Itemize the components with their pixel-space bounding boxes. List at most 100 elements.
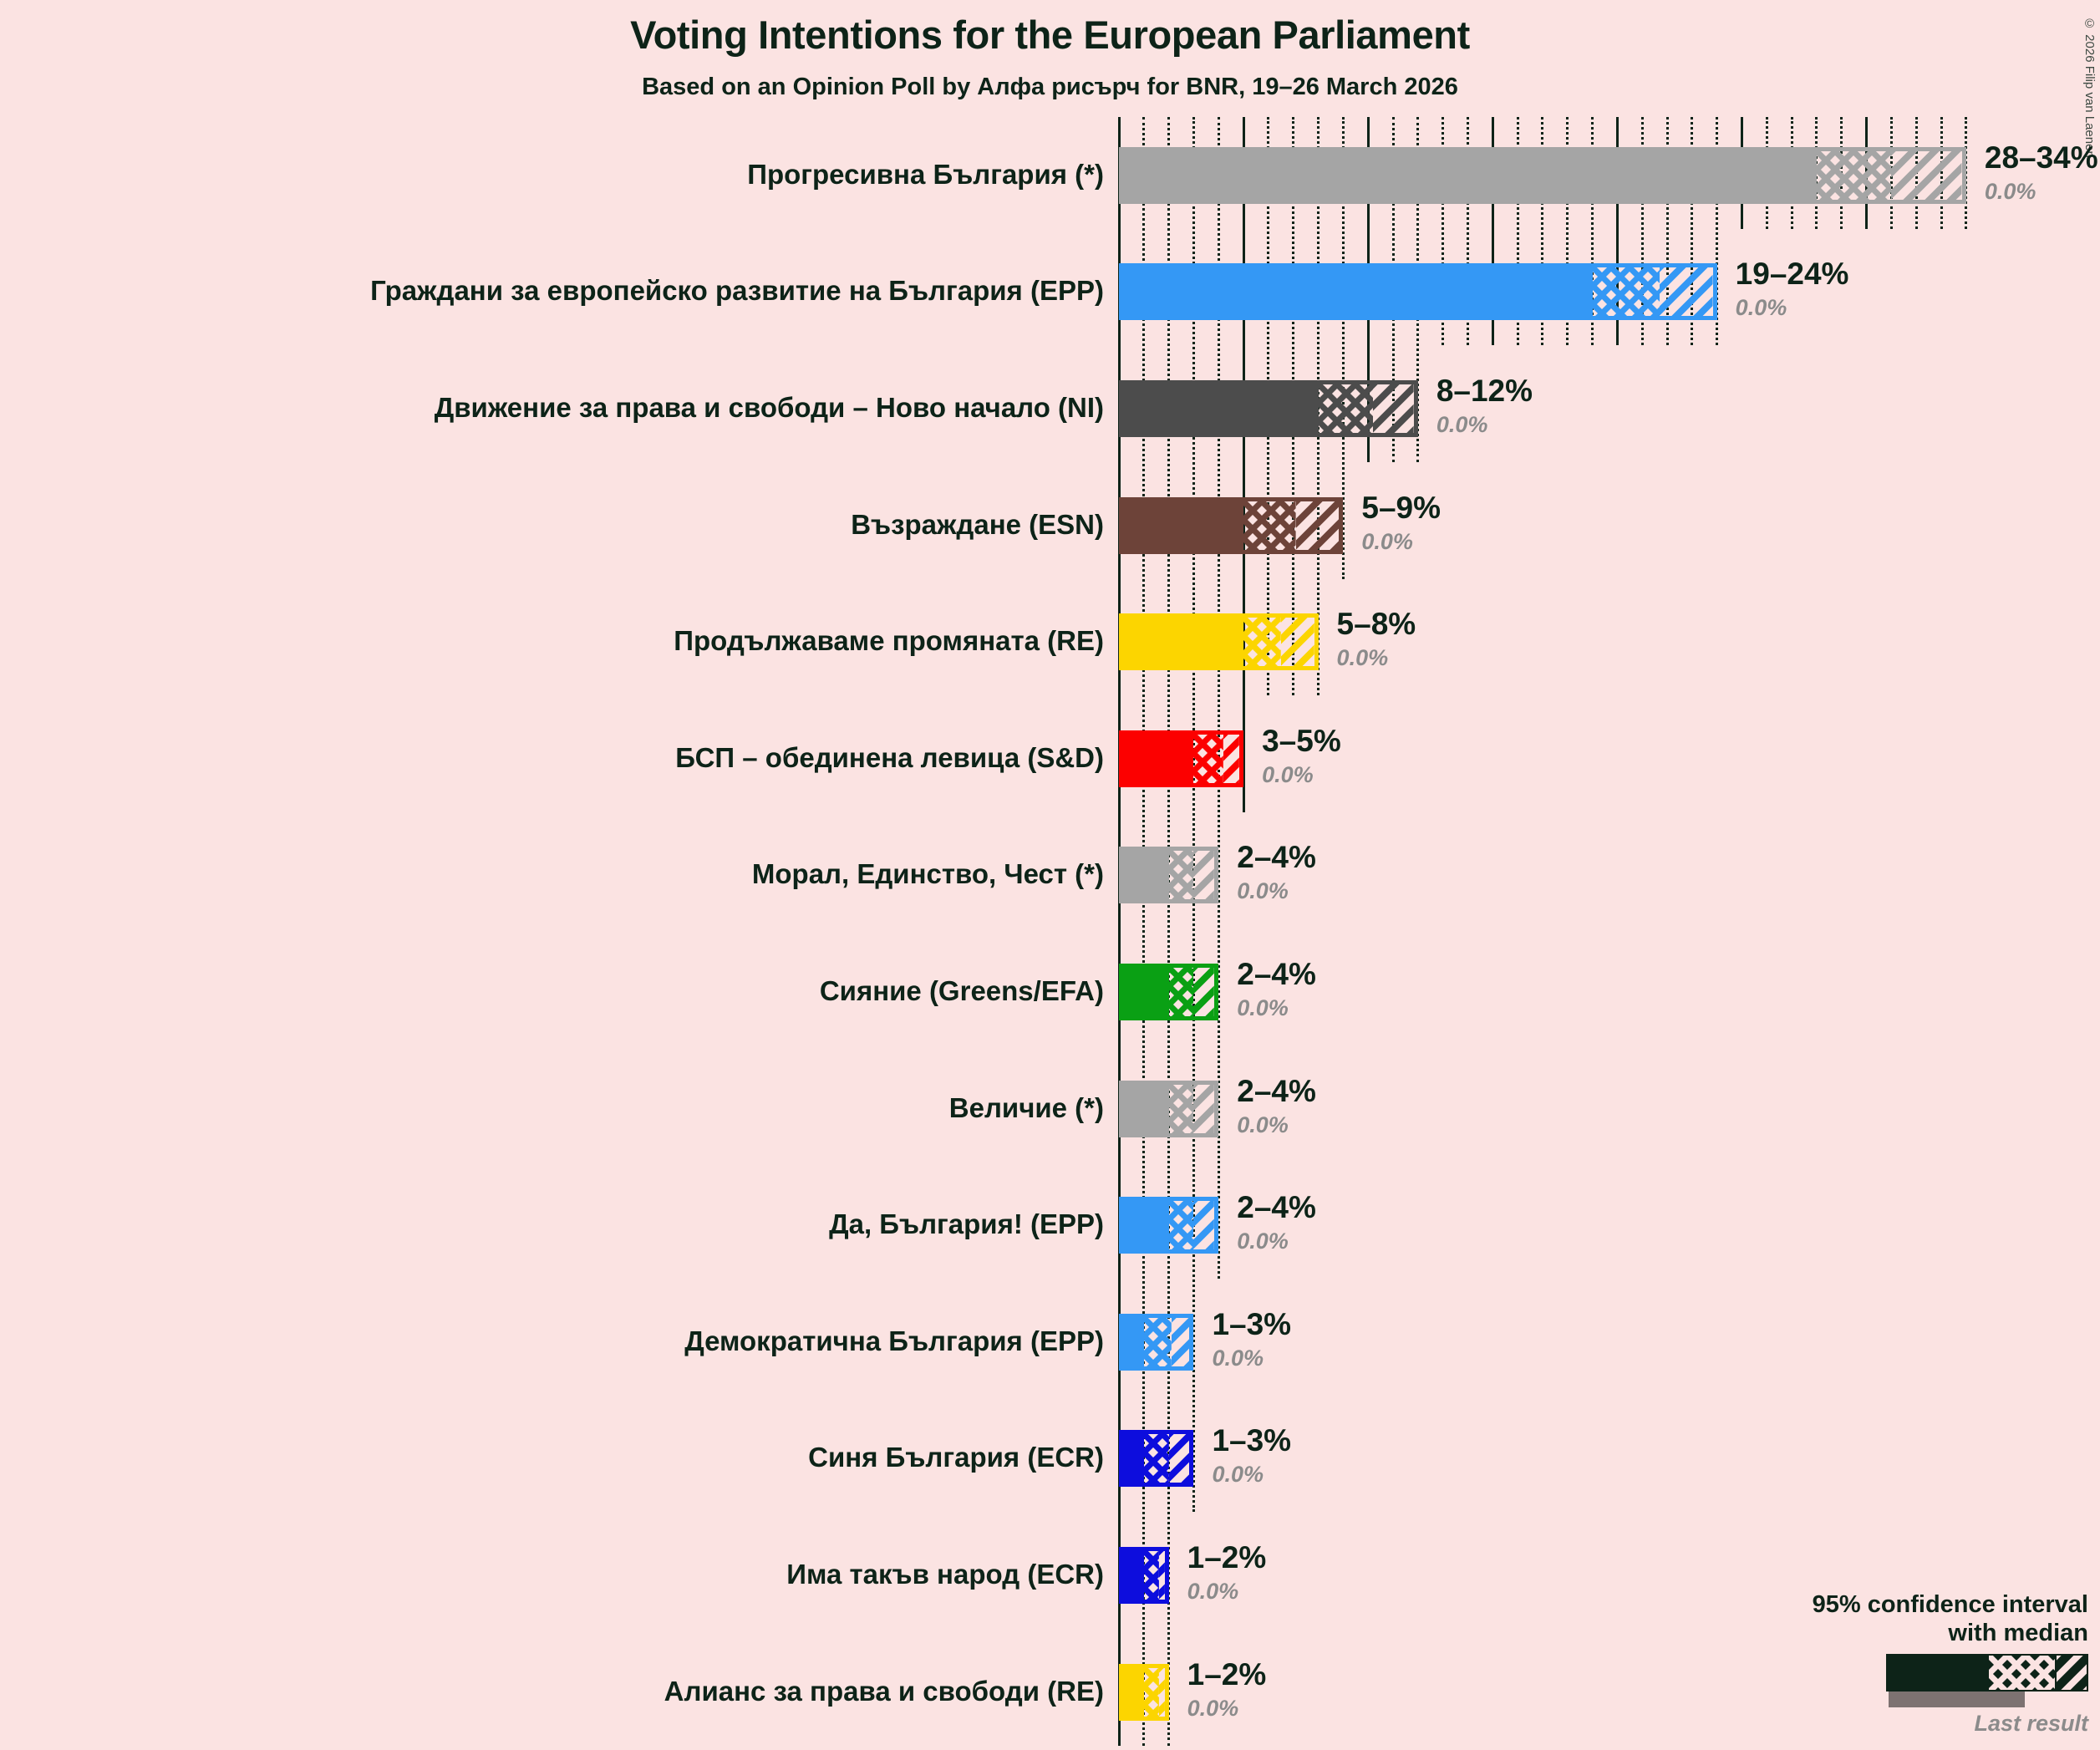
party-label: Величие (*) — [948, 1091, 1104, 1123]
gridline-major — [1117, 117, 1121, 1746]
gridline-minor — [1341, 117, 1345, 579]
confidence-interval-value: 28–34% — [1984, 140, 2098, 175]
bar-segment-crosshatch — [1193, 730, 1224, 787]
gridline-minor — [1466, 117, 1469, 346]
bar-segment-solid — [1119, 1430, 1144, 1488]
bar-segment-diagonal — [1280, 613, 1319, 671]
bar-segment-diagonal — [1295, 496, 1344, 554]
confidence-interval-bar[interactable] — [1119, 613, 1319, 671]
bar-segment-crosshatch — [1168, 1197, 1194, 1254]
gridline-minor — [1716, 117, 1719, 346]
copyright-notice: © 2026 Filip van Laenen — [2082, 17, 2097, 158]
chart-row[interactable]: Прогресивна България (*) 28–34% 0.0% — [0, 140, 2100, 204]
party-label: БСП – обединена левица (S&D) — [675, 741, 1104, 773]
chart-row[interactable]: БСП – обединена левица (S&D) 3–5% 0.0% — [0, 724, 2100, 787]
bar-segment-diagonal — [1193, 1197, 1219, 1254]
chart-row[interactable]: Сияние (Greens/EFA) 2–4% 0.0% — [0, 957, 2100, 1020]
legend-crosshatch-swatch — [1989, 1656, 2055, 1690]
gridline-minor — [1591, 117, 1594, 346]
last-result-value: 0.0% — [1361, 528, 1413, 554]
confidence-interval-value: 2–4% — [1237, 1190, 1316, 1225]
gridline-minor — [1566, 117, 1569, 346]
gridline-minor — [1541, 117, 1544, 346]
party-label: Да, България! (EPP) — [829, 1208, 1104, 1240]
chart-row[interactable]: Възраждане (ESN) 5–9% 0.0% — [0, 491, 2100, 554]
party-label: Граждани за европейско развитие на Бълга… — [370, 275, 1104, 307]
gridline-minor — [1167, 117, 1171, 1746]
confidence-interval-bar[interactable] — [1119, 1080, 1219, 1137]
bar-segment-solid — [1119, 964, 1169, 1020]
chart-row[interactable]: Величие (*) 2–4% 0.0% — [0, 1074, 2100, 1137]
chart-row[interactable]: Да, България! (EPP) 2–4% 0.0% — [0, 1190, 2100, 1254]
chart-legend: 95% confidence interval with median Last… — [1813, 1591, 2088, 1737]
bar-segment-diagonal — [1193, 847, 1219, 904]
legend-diagonal-swatch — [2057, 1656, 2087, 1690]
bar-segment-crosshatch — [1243, 496, 1296, 554]
gridline-major — [1615, 117, 1619, 346]
confidence-interval-bar[interactable] — [1119, 1663, 1169, 1721]
confidence-interval-value: 8–12% — [1436, 374, 1533, 408]
confidence-interval-bar[interactable] — [1119, 1430, 1194, 1488]
bar-segment-crosshatch — [1168, 1080, 1194, 1137]
bar-segment-diagonal — [1660, 263, 1717, 321]
legend-line-1: 95% confidence interval — [1812, 1591, 2088, 1619]
bar-segment-solid — [1119, 847, 1169, 904]
confidence-interval-value: 1–3% — [1212, 1306, 1292, 1341]
last-result-value: 0.0% — [1212, 1345, 1264, 1371]
confidence-interval-bar[interactable] — [1119, 263, 1717, 321]
bar-segment-solid — [1119, 1197, 1169, 1254]
last-result-value: 0.0% — [1436, 412, 1488, 437]
confidence-interval-bar[interactable] — [1119, 1197, 1219, 1254]
confidence-interval-value: 2–4% — [1237, 840, 1316, 875]
party-label: Синя България (ECR) — [808, 1442, 1104, 1473]
confidence-interval-bar[interactable] — [1119, 380, 1418, 437]
bar-segment-crosshatch — [1168, 964, 1194, 1020]
bar-segment-diagonal — [1193, 964, 1219, 1020]
last-result-value: 0.0% — [1212, 1462, 1264, 1488]
gridline-minor — [1217, 117, 1220, 1279]
confidence-interval-value: 1–3% — [1212, 1423, 1292, 1458]
legend-line-2: with median — [1948, 1619, 2088, 1646]
chart-row[interactable]: Демократична България (EPP) 1–3% 0.0% — [0, 1307, 2100, 1371]
confidence-interval-value: 5–8% — [1336, 607, 1416, 642]
confidence-interval-bar[interactable] — [1119, 496, 1344, 554]
confidence-interval-bar[interactable] — [1119, 1547, 1169, 1604]
chart-row[interactable]: Морал, Единство, Чест (*) 2–4% 0.0% — [0, 840, 2100, 904]
confidence-interval-value: 1–2% — [1187, 1540, 1267, 1574]
confidence-interval-bar[interactable] — [1119, 146, 1966, 204]
gridline-minor — [1192, 117, 1195, 1513]
party-label: Възраждане (ESN) — [851, 508, 1104, 540]
bar-segment-diagonal — [1891, 146, 1966, 204]
party-label: Продължаваме промяната (RE) — [674, 625, 1104, 657]
chart-row[interactable]: Алианс за права и свободи (RE) 1–2% 0.0% — [0, 1657, 2100, 1721]
bar-segment-diagonal — [1223, 730, 1244, 787]
bar-segment-solid — [1119, 1080, 1169, 1137]
confidence-interval-value: 1–2% — [1187, 1656, 1267, 1691]
last-result-value: 0.0% — [1336, 645, 1389, 671]
chart-row[interactable]: Продължаваме промяната (RE) 5–8% 0.0% — [0, 607, 2100, 671]
confidence-interval-bar[interactable] — [1119, 964, 1219, 1020]
chart-row[interactable]: Граждани за европейско развитие на Бълга… — [0, 257, 2100, 321]
chart-row[interactable]: Движение за права и свободи – Ново начал… — [0, 374, 2100, 437]
bar-segment-crosshatch — [1592, 263, 1660, 321]
legend-sample-bars — [1886, 1654, 2088, 1707]
bar-segment-crosshatch — [1143, 1663, 1159, 1721]
last-result-value: 0.0% — [1237, 995, 1289, 1020]
confidence-interval-bar[interactable] — [1119, 847, 1219, 904]
gridline-major — [1491, 117, 1494, 346]
last-result-value: 0.0% — [1262, 761, 1314, 787]
bar-segment-crosshatch — [1243, 613, 1281, 671]
bar-segment-diagonal — [1158, 1547, 1169, 1604]
confidence-interval-bar[interactable] — [1119, 1313, 1194, 1371]
bar-segment-solid — [1119, 146, 1817, 204]
chart-row[interactable]: Има такъв народ (ECR) 1–2% 0.0% — [0, 1540, 2100, 1604]
bar-segment-crosshatch — [1143, 1430, 1169, 1488]
chart-row[interactable]: Синя България (ECR) 1–3% 0.0% — [0, 1423, 2100, 1488]
gridline-minor — [1691, 117, 1694, 346]
last-result-value: 0.0% — [1187, 1579, 1239, 1604]
bar-segment-diagonal — [1168, 1430, 1194, 1488]
bar-segment-diagonal — [1158, 1663, 1169, 1721]
confidence-interval-bar[interactable] — [1119, 730, 1244, 787]
bar-segment-solid — [1119, 730, 1194, 787]
